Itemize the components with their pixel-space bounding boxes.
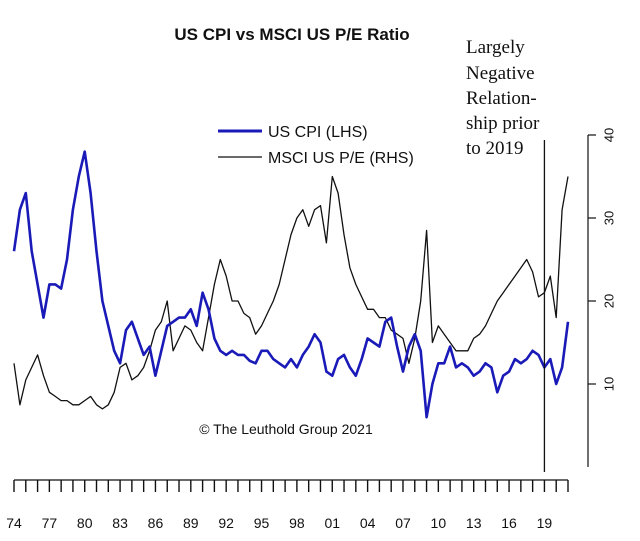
x-axis: 74 77 80 83 86 89 92 95 98 01 04 07 10 13 16 19 — [6, 479, 569, 531]
x-tick-label: 74 — [6, 515, 22, 531]
x-tick-label: 01 — [324, 515, 340, 531]
x-tick-label: 89 — [183, 515, 199, 531]
right-axis-tick-label: 40 — [601, 128, 616, 142]
x-tick-label: 86 — [148, 515, 164, 531]
right-axis: 10 20 30 40 — [587, 128, 616, 467]
annotation-line: to 2019 — [466, 138, 524, 159]
x-tick-label: 16 — [501, 515, 517, 531]
x-tick-label: 10 — [431, 515, 447, 531]
annotation: Largely Negative Relation- ship prior to… — [466, 37, 540, 159]
copyright-text: © The Leuthold Group 2021 — [199, 421, 373, 437]
series-line-pe — [13, 175, 569, 410]
right-axis-tick-label: 30 — [601, 211, 616, 225]
x-tick-label: 19 — [537, 515, 553, 531]
legend-label-cpi: US CPI (LHS) — [268, 124, 368, 141]
x-tick-label: 95 — [254, 515, 270, 531]
x-tick-label: 92 — [218, 515, 234, 531]
x-tick-label: 98 — [289, 515, 305, 531]
annotation-line: ship prior — [466, 113, 540, 134]
x-tick-label: 04 — [360, 515, 376, 531]
right-axis-tick-label: 10 — [601, 377, 616, 391]
annotation-line: Relation- — [466, 88, 537, 109]
x-tick-label: 77 — [42, 515, 58, 531]
x-tick-label: 83 — [112, 515, 128, 531]
legend-label-pe: MSCI US P/E (RHS) — [268, 150, 414, 167]
annotation-line: Largely — [466, 37, 525, 58]
legend: US CPI (LHS) MSCI US P/E (RHS) — [218, 124, 414, 167]
chart-title: US CPI vs MSCI US P/E Ratio — [174, 25, 409, 44]
right-axis-tick-label: 20 — [601, 294, 616, 308]
x-tick-label: 13 — [466, 515, 482, 531]
series-line-cpi — [12, 150, 570, 419]
annotation-line: Negative — [466, 63, 535, 84]
x-tick-label: 07 — [395, 515, 411, 531]
x-tick-label: 80 — [77, 515, 93, 531]
